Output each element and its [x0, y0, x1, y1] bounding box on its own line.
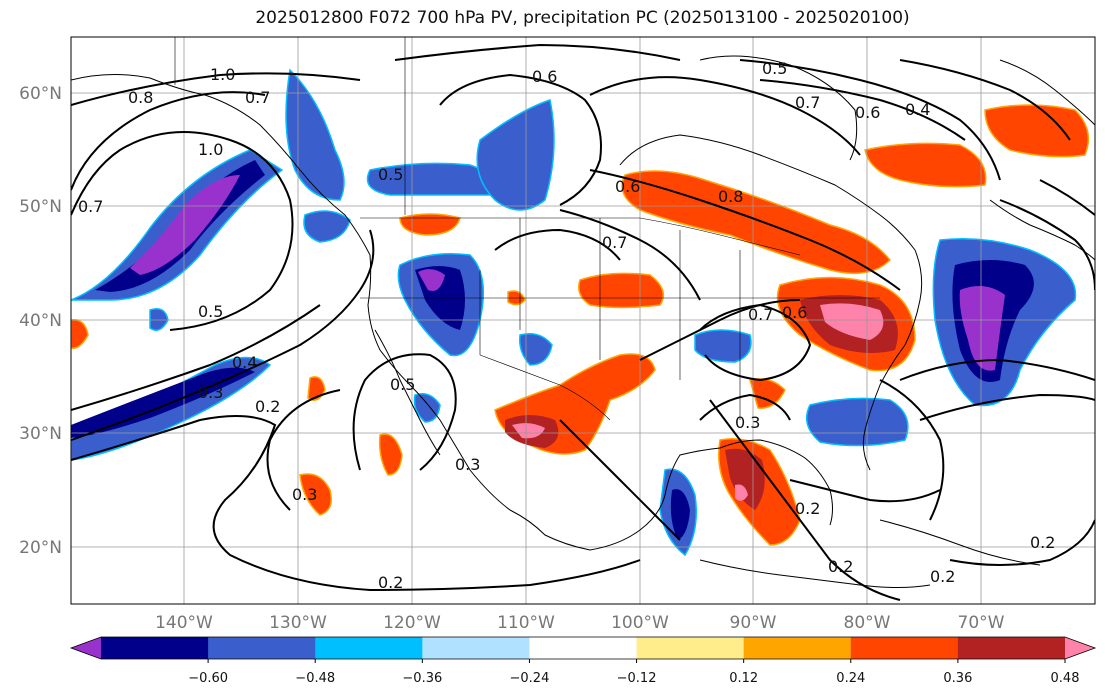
colorbar-tick-label: 0.48 [1051, 671, 1080, 686]
contour-label: 0.3 [292, 485, 317, 504]
contour-label: 0.6 [615, 177, 640, 196]
lat-label-60n: 60°N [19, 84, 62, 104]
map-frame [70, 36, 1096, 605]
colorbar-tick-label: −0.12 [617, 671, 657, 686]
contour-label: 0.4 [232, 353, 257, 372]
colorbar-swatch [743, 637, 852, 659]
map-title: 2025012800 F072 700 hPa PV, precipitatio… [255, 8, 910, 28]
colorbar-tick-label: −0.36 [402, 671, 442, 686]
longitude-labels: 140°W 130°W 120°W 110°W 100°W 90°W 80°W … [155, 613, 1005, 633]
map-content: 1.0 0.8 0.7 1.0 0.7 0.6 0.5 0.7 0.6 0.4 … [71, 37, 1095, 604]
colorbar-ticks: −0.60 −0.48 −0.36 −0.24 −0.12 0.12 0.24 0.36 0.4… [188, 659, 1080, 686]
colorbar-tick-label: 0.24 [836, 671, 865, 686]
contour-label: 1.0 [198, 140, 223, 159]
colorbar [69, 636, 1097, 660]
colorbar-swatch [636, 637, 745, 659]
precip-positive-shading [71, 104, 1090, 546]
contour-label: 0.2 [378, 573, 403, 592]
contour-label: 0.3 [198, 383, 223, 402]
contour-label: 0.2 [828, 557, 853, 576]
lon-label-110w: 110°W [497, 613, 555, 633]
lon-label-80w: 80°W [844, 613, 891, 633]
contour-label: 0.2 [930, 567, 955, 586]
colorbar-tick-label: 0.12 [729, 671, 758, 686]
contour-label: 0.2 [795, 499, 820, 518]
lon-label-90w: 90°W [730, 613, 777, 633]
contour-label: 1.0 [210, 65, 235, 84]
contour-label: 0.7 [795, 93, 820, 112]
lat-label-50n: 50°N [19, 197, 62, 217]
map-background [71, 37, 1095, 604]
colorbar-swatch [101, 637, 209, 659]
lat-label-40n: 40°N [19, 311, 62, 331]
contour-label: 0.4 [905, 100, 930, 119]
colorbar-swatch [529, 637, 638, 659]
contour-label: 0.5 [762, 59, 787, 78]
contour-label: 0.7 [245, 88, 270, 107]
lat-label-20n: 20°N [19, 538, 62, 558]
colorbar-tick-label: −0.60 [188, 671, 228, 686]
lat-label-30n: 30°N [19, 424, 62, 444]
colorbar-outline [69, 636, 1097, 660]
contour-label: 0.6 [782, 303, 807, 322]
lon-label-120w: 120°W [383, 613, 441, 633]
pv-contours [71, 43, 1095, 601]
lon-label-100w: 100°W [611, 613, 669, 633]
colorbar-swatch [850, 637, 959, 659]
contour-label: 0.6 [532, 67, 557, 86]
colorbar-tick-label: −0.24 [510, 671, 550, 686]
contour-label: 0.6 [855, 103, 880, 122]
contour-label: 0.8 [718, 187, 743, 206]
contour-label: 0.7 [78, 197, 103, 216]
colorbar-swatch [315, 637, 423, 659]
colorbar-swatch [208, 637, 316, 659]
coastlines [71, 55, 1095, 588]
colorbar-tick-label: −0.48 [295, 671, 335, 686]
latitude-labels: 60°N 50°N 40°N 30°N 20°N [19, 84, 62, 558]
contour-label: 0.5 [198, 302, 223, 321]
contour-labels: 1.0 0.8 0.7 1.0 0.7 0.6 0.5 0.7 0.6 0.4 … [78, 59, 1055, 592]
colorbar-tick-label: 0.36 [943, 671, 972, 686]
colorbar-extend-high [1065, 637, 1095, 659]
contour-label: 0.2 [255, 397, 280, 416]
contour-label: 0.2 [1030, 533, 1055, 552]
precip-negative-shading [71, 68, 1077, 557]
contour-label: 0.7 [602, 233, 627, 252]
lon-label-130w: 130°W [269, 613, 327, 633]
lon-label-140w: 140°W [155, 613, 213, 633]
colorbar-swatch [422, 637, 530, 659]
contour-label: 0.3 [455, 455, 480, 474]
contour-label: 0.5 [390, 375, 415, 394]
colorbar-swatch [957, 637, 1066, 659]
contour-label: 0.8 [128, 88, 153, 107]
colorbar-extend-low [71, 637, 101, 659]
contour-label: 0.7 [748, 305, 773, 324]
contour-label: 0.3 [735, 413, 760, 432]
contour-label: 0.5 [378, 165, 403, 184]
lon-label-70w: 70°W [958, 613, 1005, 633]
